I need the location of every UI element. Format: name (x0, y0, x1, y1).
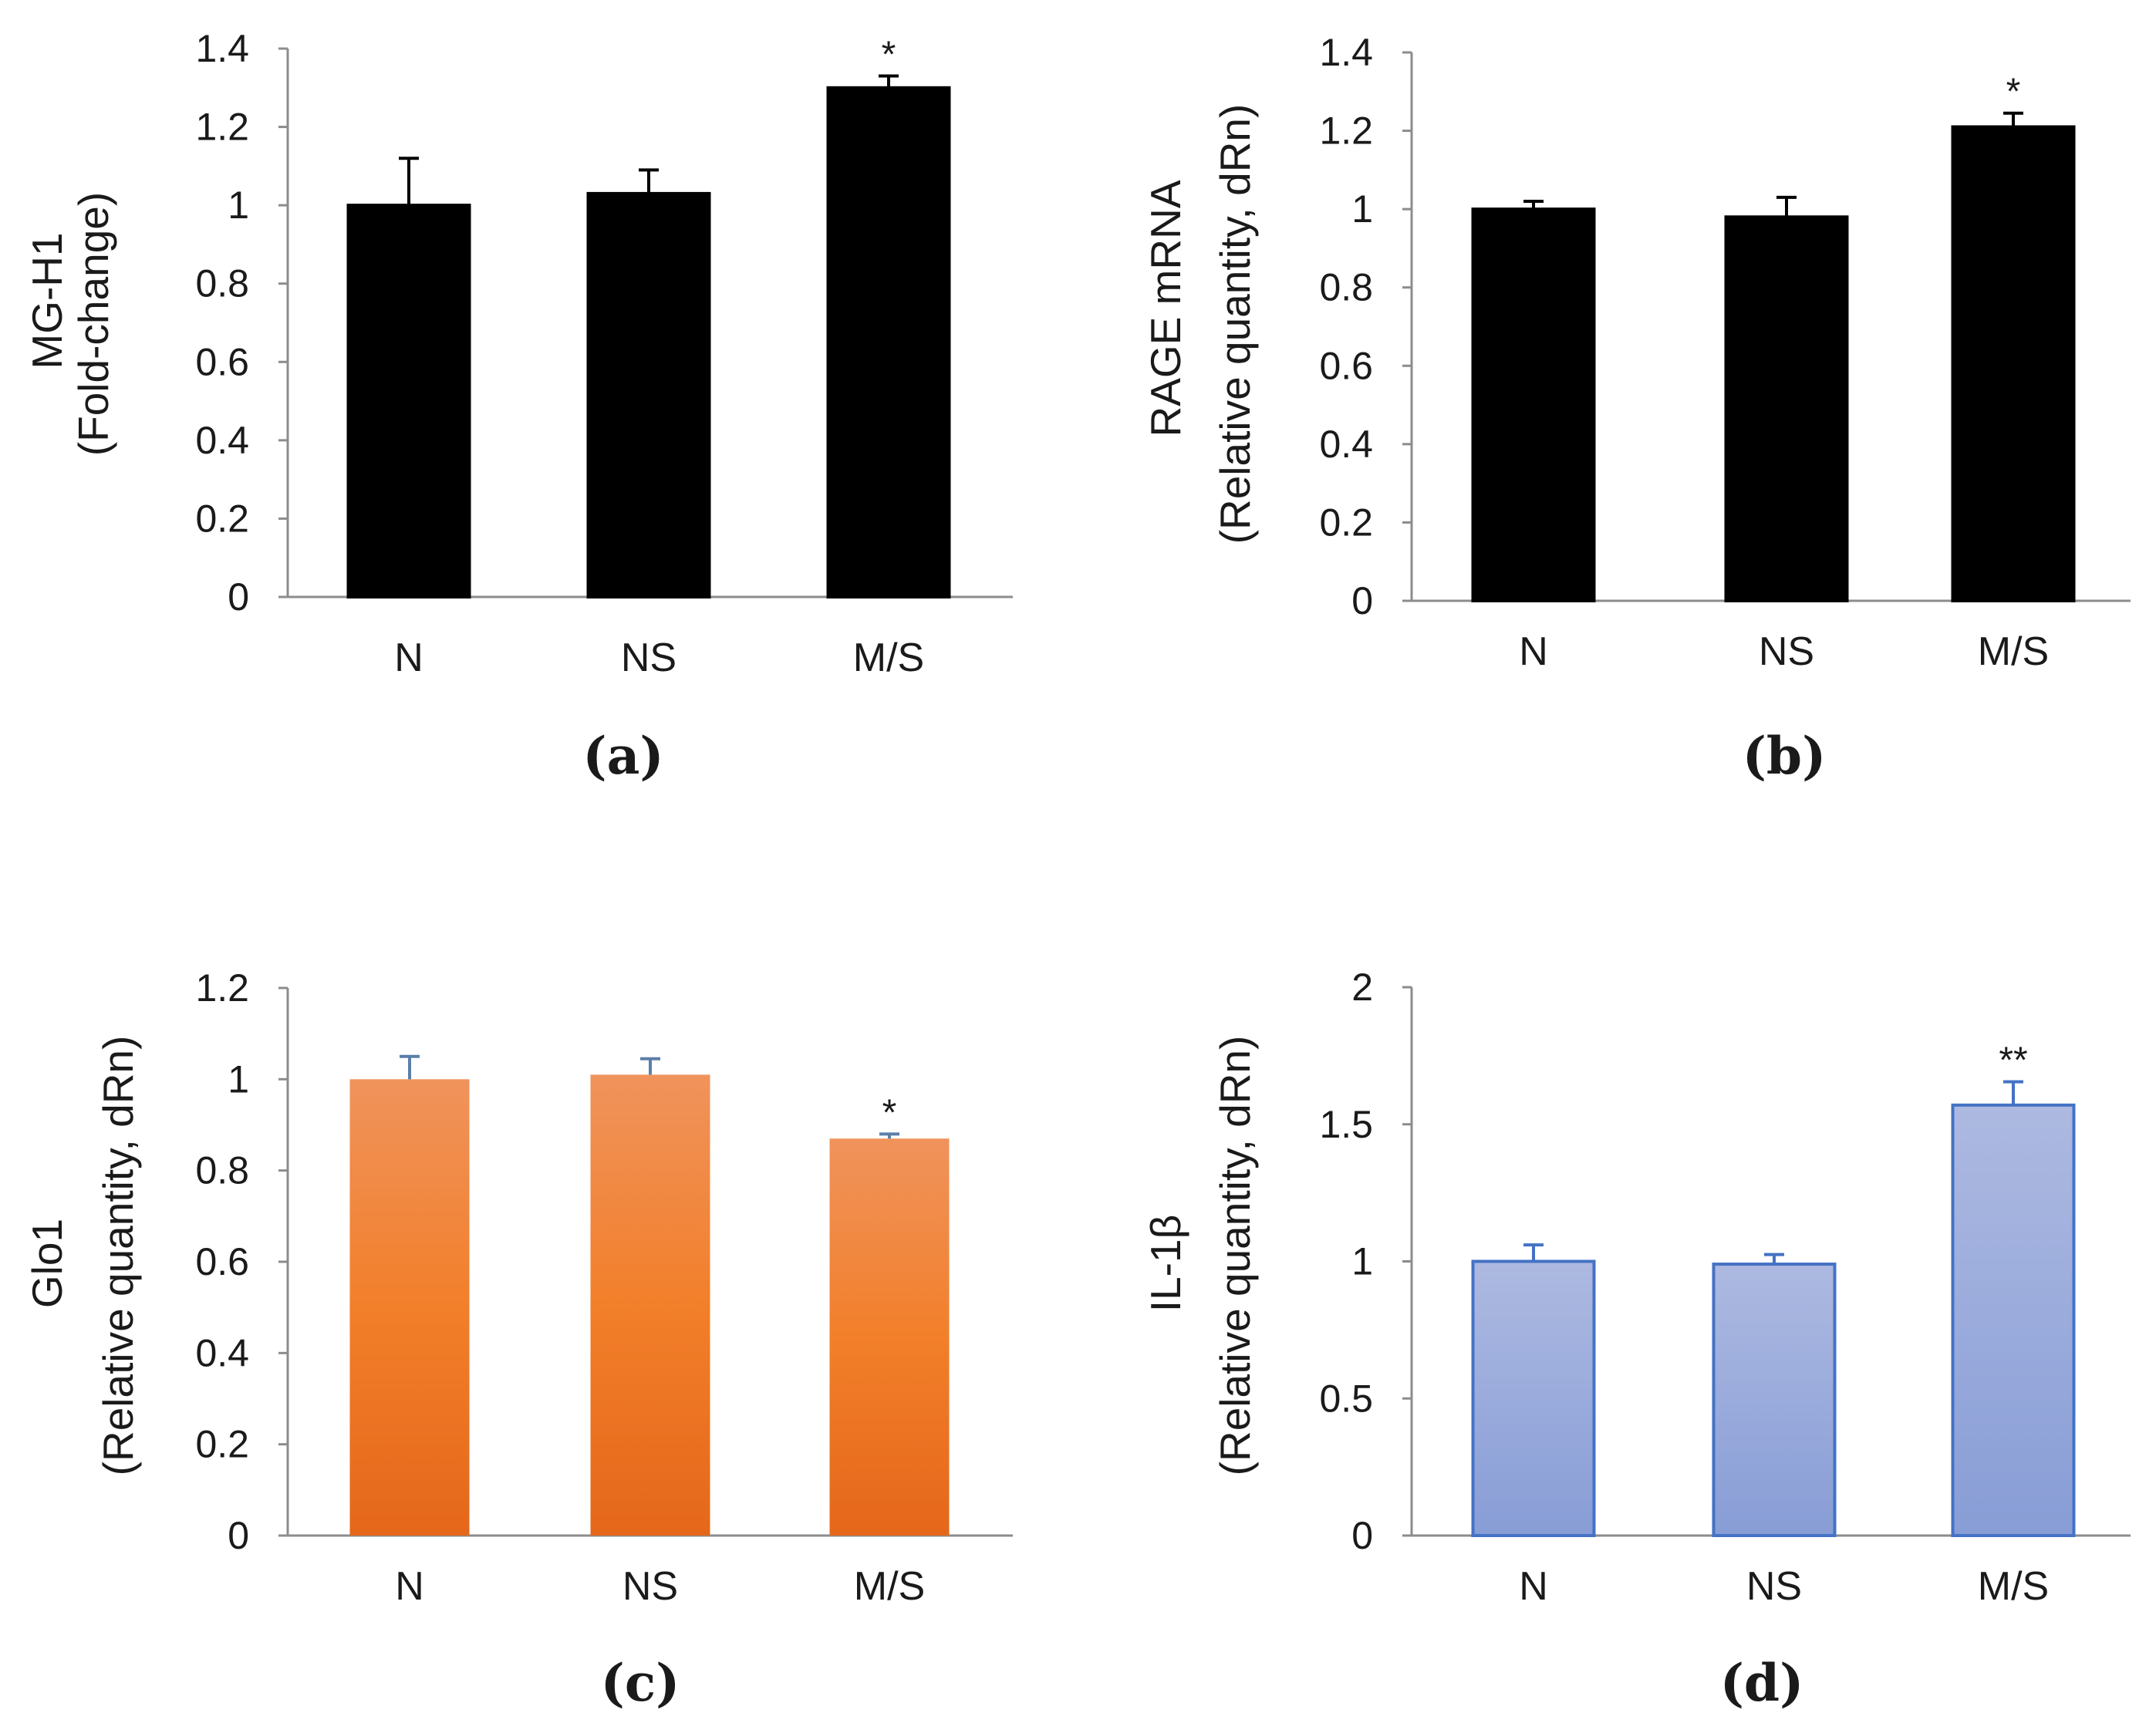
panel-c-chart: Glo1 (Relative quantity, dRn) (c) 0 0.2 0.… (23, 966, 1013, 1713)
y-tick-label: 1.2 (1319, 110, 1373, 153)
y-tick-label: 0 (1351, 1514, 1373, 1557)
x-category-label: N (394, 636, 423, 680)
bar-n (1471, 207, 1596, 602)
panel-b-label: (b) (1743, 726, 1827, 786)
y-tick-label: 0.4 (195, 1331, 249, 1374)
significance-marker: * (882, 35, 896, 76)
y-tick-label: 0.6 (195, 1240, 249, 1283)
x-category-label: N (1519, 1564, 1548, 1609)
y-tick-label: 0 (1351, 579, 1373, 622)
bar-n (346, 204, 471, 598)
panel-d-ylabel-line2: (Relative quantity, dRn) (1211, 1036, 1259, 1476)
y-tick-label: 1 (228, 184, 249, 227)
x-category-label: NS (623, 1564, 678, 1609)
y-tick-label: 1.5 (1319, 1103, 1373, 1146)
panel-a-ylabel-line1: MG-H1 (23, 232, 71, 369)
x-category-label: M/S (1978, 629, 2049, 674)
significance-marker: * (882, 1092, 897, 1133)
y-tick-label: 0.2 (195, 1423, 249, 1466)
y-tick-label: 1.4 (1319, 31, 1373, 74)
panel-d-ylabel-line1: IL-1β (1142, 1215, 1189, 1312)
x-category-label: M/S (1978, 1564, 2049, 1609)
bar-n (1471, 1259, 1596, 1537)
bar-ns (590, 1074, 710, 1536)
y-tick-label: 0.2 (1319, 501, 1373, 544)
x-category-label: M/S (853, 636, 924, 680)
x-category-label: M/S (854, 1564, 925, 1609)
panel-a-ylabel-line2: (Fold-change) (69, 192, 117, 456)
y-tick-label: 0.8 (195, 1149, 249, 1192)
significance-marker: * (2006, 72, 2021, 113)
y-tick-label: 1 (228, 1057, 249, 1101)
panel-a-label: (a) (582, 726, 663, 786)
y-tick-label: 0.4 (1319, 423, 1373, 466)
panel-b-chart: RAGE mRNA (Relative quantity, dRn) (b) 0… (1142, 31, 2131, 786)
x-category-label: NS (1746, 1564, 1802, 1609)
y-tick-label: 0.8 (1319, 266, 1373, 309)
bar-ns (586, 191, 711, 598)
x-category-label: N (395, 1564, 424, 1609)
y-tick-label: 0.4 (195, 419, 249, 462)
x-category-label: NS (621, 636, 676, 680)
y-tick-label: 1 (1351, 187, 1373, 231)
x-category-label: NS (1759, 629, 1814, 674)
y-tick-label: 0 (228, 1514, 249, 1557)
y-tick-label: 0.6 (1319, 344, 1373, 387)
y-tick-label: 0.5 (1319, 1377, 1373, 1420)
panel-d-label: (d) (1720, 1653, 1804, 1713)
panel-c-ylabel-line1: Glo1 (23, 1219, 71, 1308)
y-tick-label: 1.4 (195, 27, 249, 70)
bar-m-s (829, 1138, 950, 1536)
y-tick-label: 1.2 (195, 106, 249, 149)
bar-ns (1724, 215, 1849, 602)
panel-b-ylabel-line2: (Relative quantity, dRn) (1211, 104, 1259, 545)
significance-marker: ** (1999, 1040, 2027, 1081)
panel-d-chart: IL-1β (Relative quantity, dRn) (d) 0 0.5 1… (1142, 966, 2131, 1713)
y-tick-label: 0.8 (195, 262, 249, 305)
bar-m-s (826, 86, 951, 599)
bar-m-s (1951, 1103, 2076, 1537)
bar-ns (1712, 1263, 1837, 1538)
panel-b-ylabel-line1: RAGE mRNA (1142, 180, 1189, 437)
y-tick-label: 0.6 (195, 340, 249, 383)
panel-c-label: (c) (601, 1653, 680, 1713)
bar-n (349, 1079, 470, 1536)
y-tick-label: 2 (1351, 966, 1373, 1009)
panel-a-chart: MG-H1 (Fold-change) (a) 0 0.2 0.4 0.6 0.8 1 1.… (23, 27, 1013, 786)
y-tick-label: 0 (228, 575, 249, 619)
bar-m-s (1951, 125, 2076, 602)
panel-c-ylabel-line2: (Relative quantity, dRn) (94, 1036, 142, 1476)
y-tick-label: 0.2 (195, 497, 249, 540)
y-tick-label: 1 (1351, 1240, 1373, 1283)
y-tick-label: 1.2 (195, 966, 249, 1010)
x-category-label: N (1519, 629, 1548, 674)
